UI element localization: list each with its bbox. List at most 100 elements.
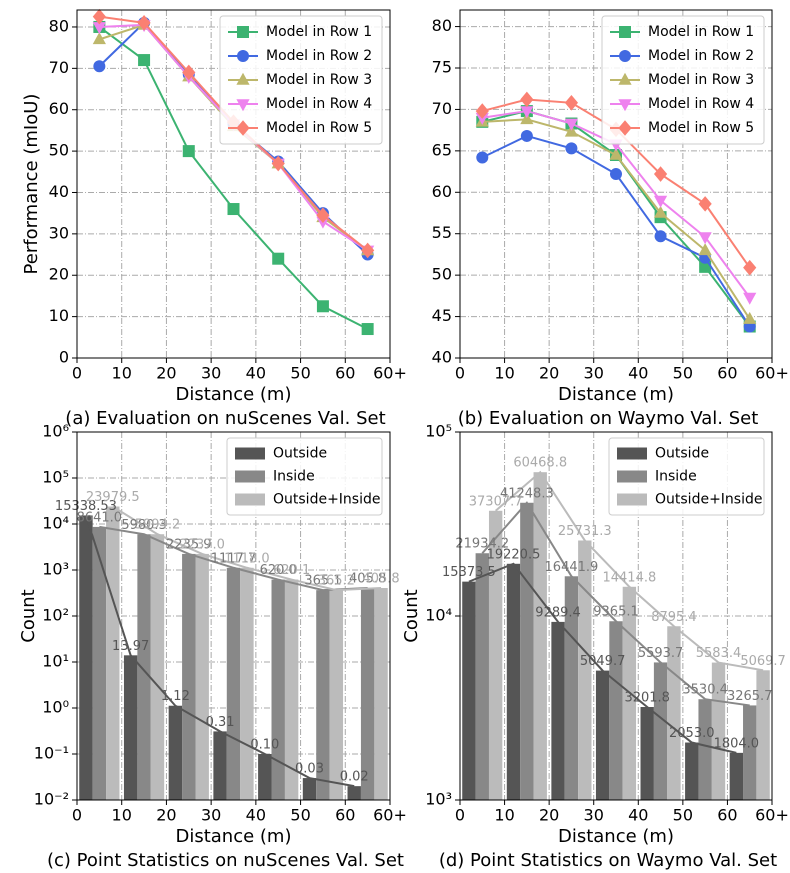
x-tick-label: 40: [246, 806, 266, 825]
x-tick-label: 50: [673, 806, 693, 825]
series-line: [99, 525, 368, 592]
x-tick-label: 30: [201, 806, 221, 825]
value-label: 1804.0: [714, 736, 760, 751]
y-tick-label: 70: [49, 58, 69, 77]
marker: [237, 26, 249, 38]
y-tick-label: 10⁵: [42, 468, 69, 487]
x-axis-label: Distance (m): [175, 826, 291, 847]
value-label: 15373.5: [442, 565, 496, 580]
marker: [476, 151, 489, 164]
legend-swatch: [235, 493, 265, 506]
value-label: 0.10: [250, 738, 279, 753]
marker: [361, 242, 375, 259]
y-tick-label: 80: [49, 16, 69, 35]
legend: Outside Inside Outside+Inside: [608, 437, 765, 516]
value-label: 13.97: [112, 639, 149, 654]
value-label: 0.02: [340, 770, 369, 785]
value-label: 2053.0: [669, 726, 715, 741]
value-label: 5980.3: [121, 518, 167, 533]
y-tick-label: 55: [432, 223, 452, 242]
bar: [729, 752, 744, 800]
plot-frame: [459, 431, 773, 801]
marker: [316, 300, 329, 313]
x-tick-label: 40: [246, 364, 266, 383]
legend-label: Model in Row 5: [648, 120, 754, 136]
x-tick-label: 40: [628, 806, 648, 825]
marker: [182, 64, 196, 81]
y-axis-label: Count: [18, 589, 39, 642]
y-tick-label: 10¹: [42, 652, 69, 671]
marker: [138, 54, 151, 67]
legend-swatch: [235, 470, 265, 483]
x-tick-label: 60: [717, 364, 737, 383]
y-tick-label: 45: [432, 306, 452, 325]
y-tick-label: 75: [432, 58, 452, 77]
x-tick-label: 40: [628, 364, 648, 383]
value-label: 3265.7: [727, 689, 773, 704]
value-label: 5583.4: [696, 646, 742, 661]
x-tick-label: 60+: [373, 364, 407, 383]
bar: [150, 534, 165, 800]
x-tick-label: 60: [335, 364, 355, 383]
value-label: 3201.8: [624, 691, 670, 706]
marker: [361, 323, 374, 336]
y-tick-label: 10⁶: [42, 422, 69, 441]
value-label: 2237.0: [179, 537, 225, 552]
x-tick-label: 60+: [755, 364, 789, 383]
x-axis-label: Distance (m): [558, 384, 674, 405]
chart-panel: 40 45 50 55 60 65 70 75 80 0 10 20 30 40 50 60 60+ Model …: [432, 9, 789, 429]
marker: [236, 72, 250, 85]
legend-label: Model in Row 4: [266, 96, 372, 112]
marker: [653, 205, 668, 218]
x-axis-label: Distance (m): [558, 826, 674, 847]
bar: [595, 670, 610, 800]
x-tick-label: 50: [290, 364, 310, 383]
marker: [182, 145, 195, 158]
legend-label: Inside: [655, 469, 697, 485]
y-axis-label: Count: [401, 589, 422, 642]
bar: [506, 563, 521, 800]
value-label: 25731.3: [558, 524, 612, 539]
value-label: 60468.8: [513, 456, 567, 471]
legend-label: Model in Row 2: [266, 48, 372, 64]
y-tick-label: 10⁴: [42, 514, 69, 533]
bar: [640, 707, 654, 800]
legend-swatch: [617, 493, 647, 506]
bar: [137, 534, 151, 800]
marker: [520, 91, 534, 108]
series-line: [112, 505, 382, 592]
x-tick-label: 10: [112, 806, 132, 825]
chart-panel: 10³ 10⁴ 10⁵ 0 10 20 30 40 50 60 60+ 15373.5 19220.5 9…: [401, 422, 789, 872]
marker: [564, 95, 579, 111]
marker: [743, 311, 757, 324]
value-label: 8641.0: [77, 510, 123, 525]
bar: [347, 786, 361, 800]
y-tick-label: 10⁰: [42, 698, 69, 717]
x-tick-label: 0: [72, 364, 82, 383]
bar: [743, 705, 757, 800]
bar: [226, 567, 241, 800]
x-tick-label: 60: [717, 806, 737, 825]
y-tick-label: 10⁻²: [34, 790, 69, 809]
plot-frame: [76, 431, 391, 801]
bar: [374, 588, 388, 800]
bar: [609, 621, 623, 800]
marker: [565, 142, 578, 155]
marker: [743, 259, 757, 276]
marker: [618, 120, 632, 136]
legend-box: [601, 15, 765, 145]
value-label: 5049.7: [580, 654, 626, 669]
y-tick-label: 10⁴: [425, 606, 452, 625]
bar: [284, 579, 299, 800]
value-label: 0.03: [295, 762, 324, 777]
bar: [653, 662, 668, 800]
legend: Outside Inside Outside+Inside: [226, 437, 383, 516]
series-line: [481, 501, 750, 707]
x-tick-label: 0: [455, 364, 465, 383]
bar: [685, 742, 699, 800]
bar: [92, 526, 107, 800]
legend-label: Model in Row 3: [648, 72, 754, 88]
bar: [551, 621, 565, 800]
caption: (b) Evaluation on Waymo Val. Set: [458, 408, 759, 429]
x-tick-label: 30: [584, 806, 604, 825]
